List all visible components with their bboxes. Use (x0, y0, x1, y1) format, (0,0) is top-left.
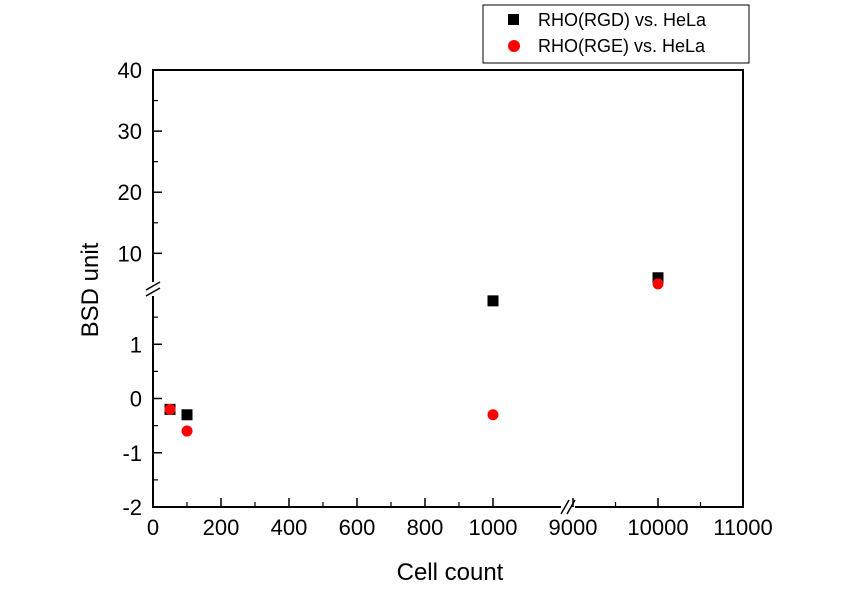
data-point-circle (487, 409, 499, 421)
data-point-circle (164, 403, 176, 415)
y-break-mark (145, 287, 161, 297)
data-point-square (652, 272, 664, 284)
x-tick-label: 200 (203, 515, 240, 540)
legend-label-series-1: RHO(RGD) vs. HeLa (538, 10, 707, 30)
data-points (164, 272, 664, 437)
plot-frame (152, 69, 744, 508)
y-tick-label: 30 (118, 119, 142, 144)
data-point-square (181, 409, 193, 421)
x-tick-label: 400 (271, 515, 308, 540)
y-tick-label: -1 (122, 441, 142, 466)
plot-area (145, 69, 744, 515)
legend-marker-square (508, 14, 519, 25)
x-break-gap (561, 500, 575, 514)
axis-ticks: 0 200 400 600 800 1000 9000 10000 11000 -2 -1 0 1 10 2… (118, 58, 773, 540)
y-break-mark (145, 281, 161, 291)
y-break-gap (146, 282, 160, 296)
x-tick-label: 10000 (627, 515, 688, 540)
y-tick-label: 10 (118, 241, 142, 266)
legend-marker-circle (508, 40, 520, 52)
y-tick-label: 20 (118, 180, 142, 205)
y-tick-label: 0 (130, 387, 142, 412)
x-tick-label: 1000 (469, 515, 518, 540)
x-axis-title: Cell count (397, 559, 504, 586)
y-axis-title: BSD unit (77, 242, 104, 337)
x-tick-label: 0 (147, 515, 159, 540)
data-point-circle (181, 425, 193, 437)
legend-box (482, 4, 750, 64)
x-tick-label: 9000 (549, 515, 598, 540)
data-point-square (487, 295, 499, 307)
x-break-mark (560, 499, 570, 515)
legend: RHO(RGD) vs. HeLa RHO(RGE) vs. HeLa (482, 4, 750, 64)
y-tick-label: -2 (122, 495, 142, 520)
y-tick-label: 1 (130, 332, 142, 357)
x-tick-label: 600 (339, 515, 376, 540)
x-tick-label: 800 (407, 515, 444, 540)
x-tick-label: 11000 (713, 515, 773, 540)
legend-label-series-2: RHO(RGE) vs. HeLa (538, 36, 706, 56)
y-tick-label: 40 (118, 58, 142, 83)
data-point-circle (652, 278, 664, 290)
